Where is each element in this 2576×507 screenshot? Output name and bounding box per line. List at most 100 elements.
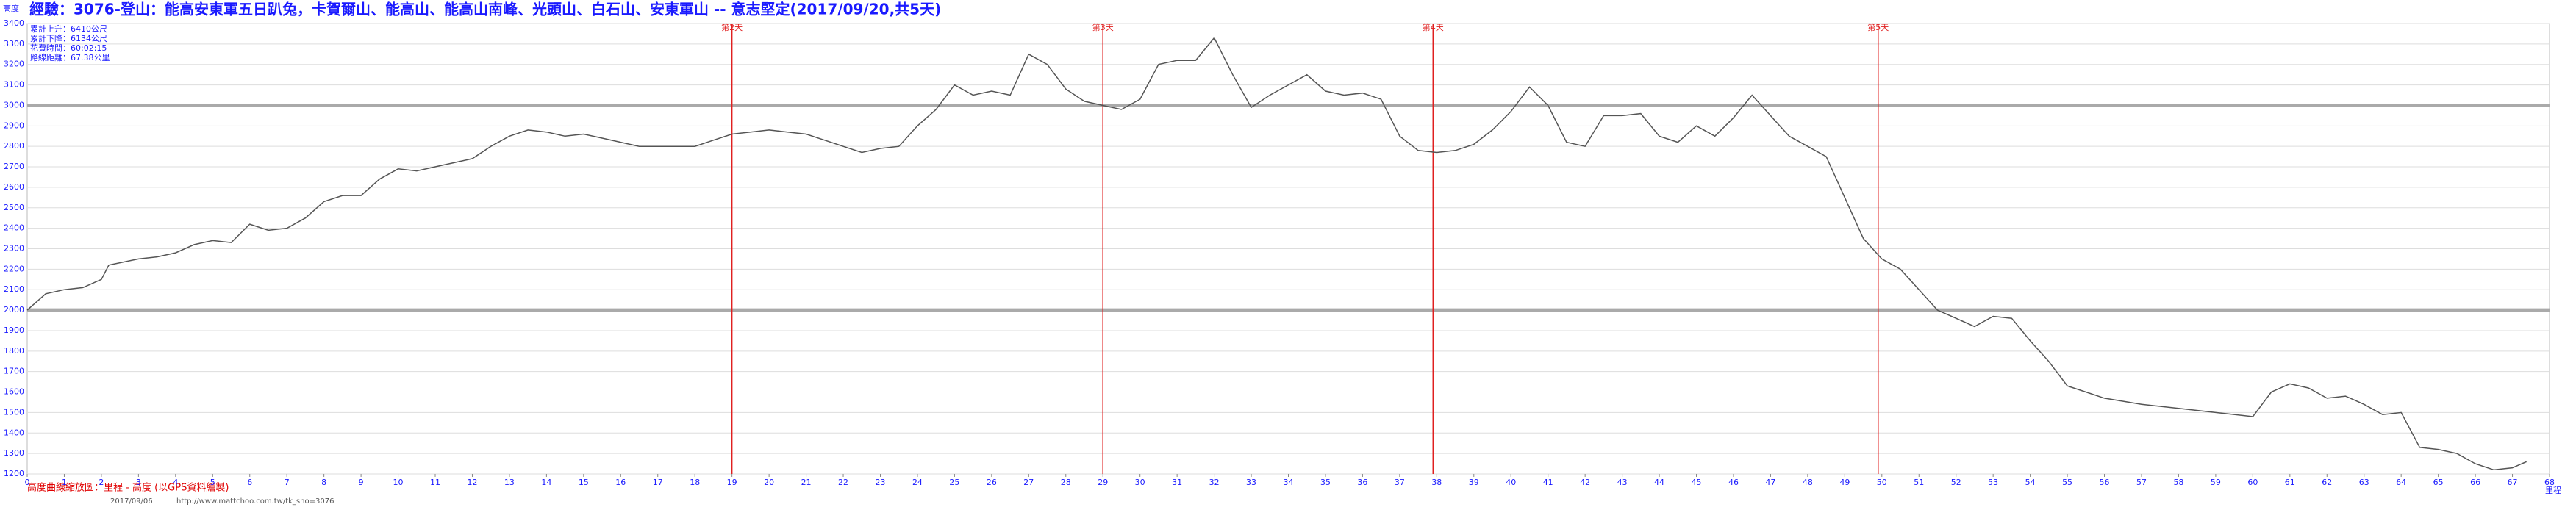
x-tick-label: 14: [541, 478, 551, 487]
day-marker-label: 第2天: [721, 22, 743, 32]
x-tick-label: 55: [2062, 478, 2072, 487]
elevation-line: [26, 37, 2527, 471]
x-tick-label: 6: [247, 478, 252, 487]
x-tick-label: 47: [1765, 478, 1775, 487]
y-tick-label: 3300: [4, 39, 24, 48]
x-tick-label: 17: [653, 478, 663, 487]
x-tick-label: 57: [2136, 478, 2147, 487]
y-tick-label: 3000: [4, 100, 24, 109]
x-tick-label: 13: [504, 478, 515, 487]
y-tick-label: 1400: [4, 428, 24, 437]
x-tick-label: 19: [727, 478, 737, 487]
y-tick-label: 1300: [4, 448, 24, 458]
y-tick-label: 1600: [4, 387, 24, 397]
x-tick-label: 7: [285, 478, 290, 487]
y-tick-label: 2700: [4, 162, 24, 171]
x-tick-label: 58: [2173, 478, 2183, 487]
x-tick-label: 45: [1692, 478, 1702, 487]
stat: 累計上升：6410公尺: [30, 24, 107, 34]
y-tick-label: 2900: [4, 121, 24, 130]
x-tick-label: 8: [321, 478, 326, 487]
x-tick-label: 26: [987, 478, 997, 487]
x-tick-label: 56: [2100, 478, 2110, 487]
x-tick-label: 44: [1654, 478, 1664, 487]
x-tick-label: 4: [173, 478, 178, 487]
x-tick-label: 28: [1061, 478, 1071, 487]
x-tick-label: 23: [875, 478, 885, 487]
x-tick-label: 59: [2211, 478, 2221, 487]
x-tick-label: 42: [1580, 478, 1590, 487]
x-tick-label: 48: [1803, 478, 1813, 487]
chart-title: 經驗：3076-登山：能高安東軍五日趴兔，卡賀爾山、能高山、能高山南峰、光頭山、…: [29, 1, 941, 18]
x-tick-label: 46: [1728, 478, 1739, 487]
x-tick-label: 20: [764, 478, 774, 487]
x-tick-label: 3: [136, 478, 141, 487]
y-tick-label: 3200: [4, 60, 24, 69]
x-tick-label: 35: [1320, 478, 1331, 487]
y-tick-label: 1700: [4, 367, 24, 376]
x-tick-label: 34: [1284, 478, 1294, 487]
x-tick-label: 12: [467, 478, 477, 487]
x-tick-label: 68: [2544, 478, 2555, 487]
x-tick-label: 11: [430, 478, 440, 487]
x-tick-label: 63: [2359, 478, 2369, 487]
x-tick-label: 30: [1135, 478, 1145, 487]
y-axis-label: 高度: [3, 3, 19, 13]
y-tick-label: 2600: [4, 182, 24, 192]
x-tick-label: 5: [210, 478, 215, 487]
x-tick-label: 64: [2396, 478, 2406, 487]
x-tick-label: 49: [1839, 478, 1850, 487]
stat: 花費時間：60:02:15: [30, 43, 107, 53]
x-tick-label: 52: [1951, 478, 1961, 487]
y-tick-label: 2400: [4, 223, 24, 233]
y-tick-label: 1900: [4, 326, 24, 335]
x-tick-label: 18: [690, 478, 700, 487]
x-tick-label: 38: [1431, 478, 1442, 487]
day-marker-label: 第4天: [1423, 22, 1444, 32]
x-tick-label: 40: [1506, 478, 1516, 487]
x-tick-label: 32: [1209, 478, 1220, 487]
x-tick-label: 54: [2025, 478, 2036, 487]
x-tick-label: 62: [2322, 478, 2332, 487]
x-tick-label: 9: [359, 478, 364, 487]
day-marker-label: 第3天: [1092, 22, 1114, 32]
x-tick-label: 67: [2508, 478, 2518, 487]
x-tick-label: 41: [1543, 478, 1553, 487]
x-tick-label: 31: [1172, 478, 1182, 487]
x-tick-label: 37: [1395, 478, 1405, 487]
y-tick-label: 2200: [4, 264, 24, 273]
x-tick-label: 22: [838, 478, 848, 487]
x-tick-label: 10: [393, 478, 404, 487]
x-tick-label: 66: [2470, 478, 2480, 487]
footer-url: http://www.mattchoo.com.tw/tk_sno=3076: [176, 497, 334, 506]
y-tick-label: 1800: [4, 346, 24, 356]
day-marker-label: 第5天: [1867, 22, 1889, 32]
stat: 路線距離：67.38公里: [30, 52, 110, 62]
x-tick-label: 33: [1246, 478, 1256, 487]
x-tick-label: 25: [949, 478, 959, 487]
x-tick-label: 24: [912, 478, 923, 487]
y-tick-label: 1500: [4, 407, 24, 417]
y-tick-label: 2800: [4, 141, 24, 151]
stat: 累計下降：6134公尺: [30, 33, 107, 43]
x-tick-label: 50: [1877, 478, 1887, 487]
y-tick-label: 2300: [4, 244, 24, 254]
x-tick-label: 29: [1098, 478, 1108, 487]
x-tick-label: 16: [615, 478, 626, 487]
footer: 高度曲線縮放圖：里程 - 高度 (以GPS資料繪製): [27, 482, 229, 494]
x-tick-label: 60: [2247, 478, 2258, 487]
x-tick-label: 1: [62, 478, 67, 487]
x-tick-label: 21: [801, 478, 812, 487]
y-tick-label: 1200: [4, 469, 24, 478]
x-tick-label: 0: [25, 478, 30, 487]
x-tick-label: 39: [1469, 478, 1479, 487]
x-tick-label: 15: [579, 478, 589, 487]
x-tick-label: 61: [2285, 478, 2295, 487]
x-tick-label: 2: [99, 478, 104, 487]
x-tick-label: 43: [1617, 478, 1628, 487]
y-tick-label: 2500: [4, 203, 24, 212]
x-tick-label: 51: [1914, 478, 1924, 487]
y-tick-label: 2000: [4, 305, 24, 314]
